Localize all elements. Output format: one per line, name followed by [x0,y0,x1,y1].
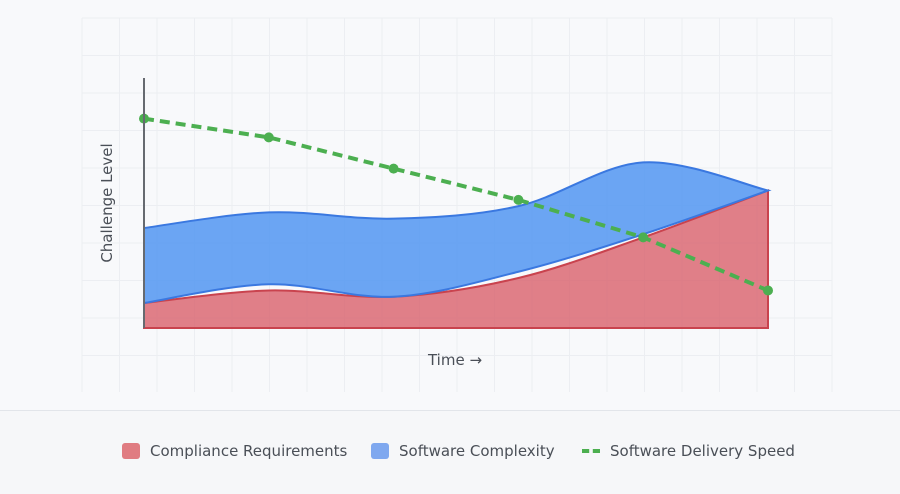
series-layer [139,113,773,329]
point-software-delivery-speed-4[interactable] [638,232,649,243]
chart: Challenge Level Time → [81,17,833,392]
legend-swatch-compliance [122,443,140,459]
legend-line-speed [582,449,600,453]
legend-item-speed[interactable]: Software Delivery Speed [582,441,795,461]
y-axis-label: Challenge Level [98,143,116,262]
x-axis-label: Time → [427,351,482,369]
legend-item-compliance[interactable]: Compliance Requirements [122,441,347,461]
legend-item-complexity[interactable]: Software Complexity [371,441,555,461]
legend-swatch-complexity [371,443,389,459]
point-software-delivery-speed-3[interactable] [513,194,524,205]
area-software-complexity [143,161,772,305]
legend: Compliance Requirements Software Complex… [0,410,900,494]
line-software-delivery-speed [143,116,769,293]
point-software-delivery-speed-5[interactable] [763,285,773,296]
point-software-delivery-speed-1[interactable] [263,132,274,143]
legend-label-complexity: Software Complexity [399,442,555,460]
legend-label-compliance: Compliance Requirements [150,442,348,460]
area-compliance-requirements [143,189,769,329]
point-software-delivery-speed-2[interactable] [388,163,399,174]
legend-label-speed: Software Delivery Speed [610,442,795,460]
